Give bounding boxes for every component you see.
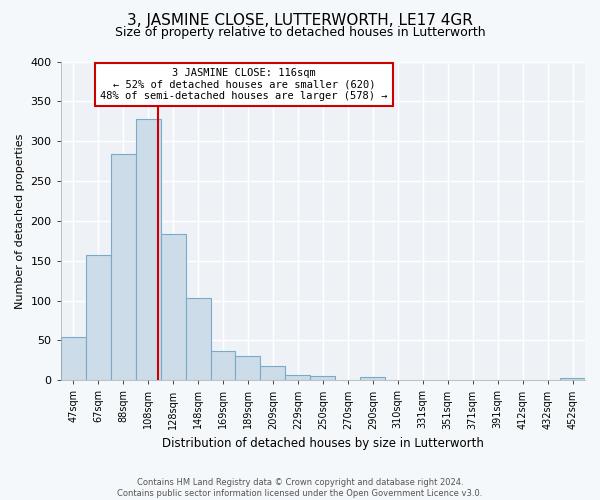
X-axis label: Distribution of detached houses by size in Lutterworth: Distribution of detached houses by size … (162, 437, 484, 450)
Bar (61, 337, 86, 380)
Text: Size of property relative to detached houses in Lutterworth: Size of property relative to detached ho… (115, 26, 485, 39)
Bar (286, 376, 310, 380)
Y-axis label: Number of detached properties: Number of detached properties (15, 133, 25, 308)
Bar (235, 356, 260, 380)
Bar (361, 377, 385, 380)
Bar (211, 351, 235, 380)
Bar (86, 255, 110, 380)
Bar (185, 298, 211, 380)
Text: Contains HM Land Registry data © Crown copyright and database right 2024.
Contai: Contains HM Land Registry data © Crown c… (118, 478, 482, 498)
Bar (161, 234, 185, 380)
Bar (560, 378, 585, 380)
Text: 3 JASMINE CLOSE: 116sqm
← 52% of detached houses are smaller (620)
48% of semi-d: 3 JASMINE CLOSE: 116sqm ← 52% of detache… (100, 68, 388, 101)
Bar (136, 119, 161, 380)
Bar (110, 154, 136, 380)
Bar (260, 366, 286, 380)
Text: 3, JASMINE CLOSE, LUTTERWORTH, LE17 4GR: 3, JASMINE CLOSE, LUTTERWORTH, LE17 4GR (127, 12, 473, 28)
Bar (310, 376, 335, 380)
